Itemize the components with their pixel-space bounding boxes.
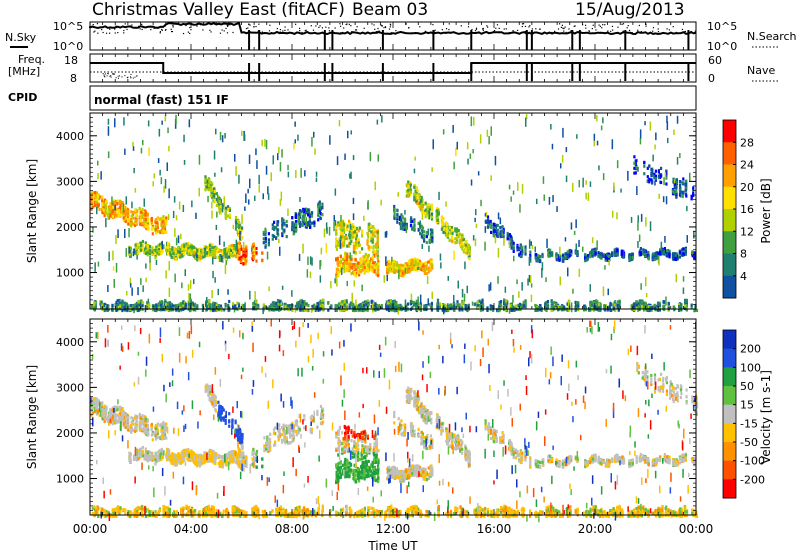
x-axis-label: Time UT [367,539,418,553]
freq-panel: Freq. [MHz] 18 8 60 0 Nave [8,53,780,85]
nsearch-label: N.Search [747,30,797,43]
power-colorbar-tick: 8 [740,248,747,261]
velocity-colorbar-tick: 100 [740,361,761,374]
freq-unit-label: [MHz] [8,65,40,78]
velocity-ylabel: Slant Range [km] [25,365,39,469]
velocity-ytick-label: 1000 [56,473,84,486]
velocity-ytick-label: 2000 [56,427,84,440]
x-tick-label: 04:00 [174,522,209,536]
velocity-colorbar-swatch [723,330,736,350]
power-colorbar-tick: 28 [740,136,754,149]
velocity-colorbar-tick: 50 [740,380,754,393]
freq-tick-bottom: 8 [70,72,77,85]
date-label: 15/Aug/2013 [575,0,685,20]
x-tick-label: 12:00 [376,522,411,536]
freq-label: Freq. [18,53,45,66]
nsky-panel: N.Sky 10^5 10^0 10^5 10^0 N.Search [5,20,797,53]
velocity-colorbar-tick: -50 [740,436,758,449]
power-colorbar-tick: 24 [740,159,754,172]
velocity-colorbar-swatch [723,367,736,387]
velocity-colorbar-tick: 15 [740,399,754,412]
cpid-label: CPID [8,91,37,104]
velocity-colorbar-tick: -100 [740,455,765,468]
velocity-colorbar-swatch [723,423,736,443]
power-colorbar-swatch [723,164,736,188]
power-ylabel: Slant Range [km] [25,159,39,263]
cpid-panel: CPID normal (fast) 151 IF [8,85,697,111]
nsearch-tick-bottom: 10^0 [707,40,737,53]
power-colorbar-swatch [723,142,736,165]
power-colorbar-swatch [723,231,736,254]
power-colorbar-tick: 12 [740,225,754,238]
power-ytick-label: 4000 [56,130,84,143]
nave-label: Nave [747,64,775,77]
velocity-colorbar-swatch [723,386,736,406]
nave-tick-bottom: 0 [708,72,715,85]
beam-label: Beam 03 [352,0,428,20]
velocity-colorbar-label: Velocity [m s-1] [759,370,773,464]
velocity-colorbar-tick: -200 [740,473,765,486]
power-panel: 4000 3000 2000 1000 Slant Range [km] 28 24 20… [25,112,773,315]
power-ytick-label: 1000 [56,267,84,280]
velocity-colorbar-swatch [723,348,736,368]
x-tick-label: 20:00 [578,522,613,536]
power-colorbar-label: Power [dB] [759,178,773,243]
power-colorbar-tick: 4 [740,270,747,283]
x-tick-label: 16:00 [477,522,512,536]
velocity-colorbar-swatch [723,442,736,462]
cpid-program: normal (fast) 151 IF [94,93,229,107]
x-tick-label: 00:00 [73,522,108,536]
nsky-label: N.Sky [5,31,37,44]
power-colorbar-swatch [723,275,736,299]
power-colorbar-tick: 16 [740,203,754,216]
power-colorbar-swatch [723,209,736,232]
nave-tick-top: 60 [708,54,722,67]
nsearch-tick-top: 10^5 [707,20,737,33]
chart-title: Christmas Valley East (fitACF) [92,0,345,20]
nsky-tick-bottom: 10^0 [53,40,83,53]
velocity-ytick-label: 4000 [56,336,84,349]
power-colorbar-tick: 20 [740,181,754,194]
power-colorbar-swatch [723,253,736,277]
power-colorbar-swatch [723,186,736,210]
x-tick-label: 08:00 [275,522,310,536]
velocity-colorbar-tick: 200 [740,343,761,356]
power-colorbar-swatch [723,120,736,143]
power-ytick-label: 3000 [56,175,84,188]
velocity-colorbar-swatch [723,479,736,499]
freq-tick-top: 18 [64,54,78,67]
velocity-ytick-label: 3000 [56,381,84,394]
nsky-tick-top: 10^5 [53,20,83,33]
x-tick-label: 00:00 [679,522,714,536]
velocity-colorbar-swatch [723,404,736,424]
velocity-colorbar-tick: -15 [740,417,758,430]
power-ytick-label: 2000 [56,221,84,234]
velocity-colorbar-swatch [723,460,736,480]
